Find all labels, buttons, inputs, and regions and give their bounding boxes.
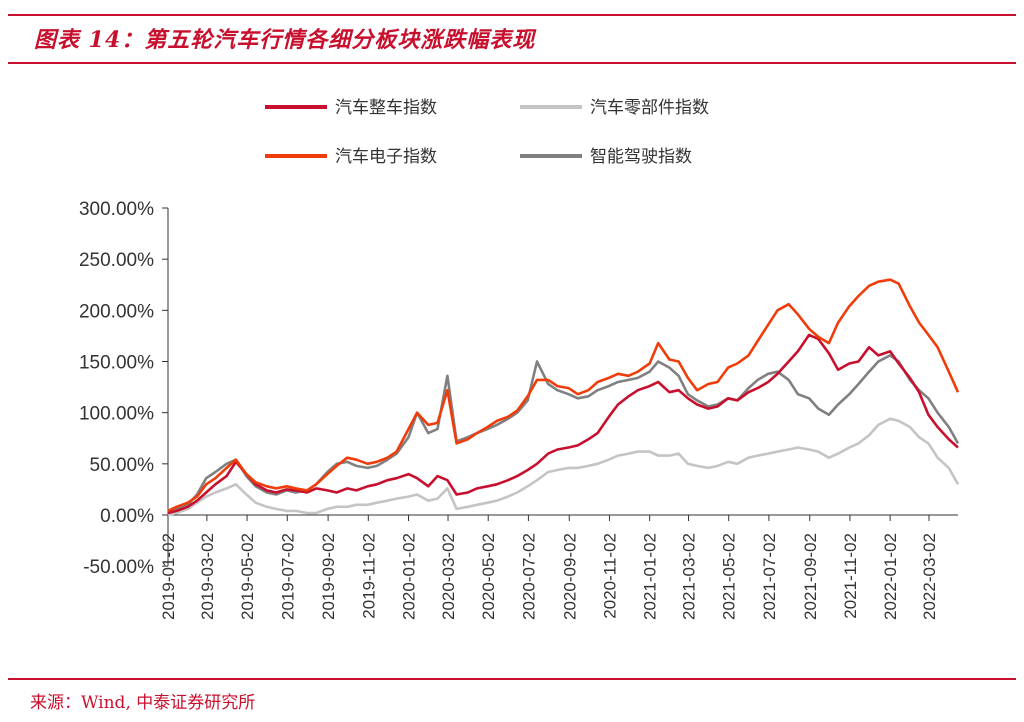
- y-tick-label: 250.00%: [79, 250, 154, 271]
- x-tick-label: 2021-07-02: [760, 533, 779, 620]
- x-tick-label: 2021-05-02: [720, 533, 739, 620]
- y-tick-label: 150.00%: [79, 353, 154, 374]
- title-rule: [8, 62, 1016, 64]
- y-tick-label: 300.00%: [79, 199, 154, 220]
- x-tick-label: 2019-11-02: [359, 533, 378, 619]
- x-tick-label: 2022-01-02: [881, 533, 900, 620]
- source-note: 来源：Wind, 中泰证券研究所: [30, 693, 256, 713]
- y-tick-label: 100.00%: [79, 404, 154, 425]
- chart-axes: -50.00% 0.00% 50.00% 100.00% 150.00% 200.00% 2…: [79, 199, 958, 620]
- y-tick-label: 50.00%: [90, 455, 155, 476]
- bottom-rule: [8, 678, 1016, 680]
- y-tick-label: 200.00%: [79, 301, 154, 322]
- x-tick-label: 2019-07-02: [278, 533, 297, 620]
- x-tick-label: 2020-11-02: [600, 533, 619, 619]
- chart-series: [167, 278, 960, 517]
- legend-label: 智能驾驶指数: [590, 147, 692, 167]
- x-tick-label: 2019-05-02: [238, 533, 257, 620]
- x-tick-label: 2020-07-02: [519, 533, 538, 620]
- legend-label: 汽车零部件指数: [590, 98, 709, 118]
- x-tick-label: 2021-09-02: [801, 533, 820, 620]
- x-tick-label: 2020-05-02: [479, 533, 498, 620]
- series-line-1: [167, 417, 960, 517]
- top-rule: [8, 14, 1016, 16]
- x-tick-label: 2019-09-02: [319, 533, 338, 620]
- x-tick-label: 2019-01-02: [159, 533, 178, 620]
- x-tick-label: 2019-03-02: [198, 533, 217, 620]
- x-tick-label: 2020-01-02: [399, 533, 418, 620]
- y-tick-label: -50.00%: [83, 557, 154, 578]
- x-tick-label: 2021-11-02: [841, 533, 860, 619]
- y-tick-label: 0.00%: [100, 506, 154, 527]
- legend-label: 汽车整车指数: [335, 98, 437, 118]
- x-tick-label: 2021-01-02: [641, 533, 660, 620]
- series-line-0: [167, 333, 959, 515]
- x-tick-label: 2020-09-02: [560, 533, 579, 620]
- series-line-2: [167, 278, 960, 513]
- x-tick-label: 2020-03-02: [439, 533, 458, 620]
- page-title: 图表 14：第五轮汽车行情各细分板块涨跌幅表现: [34, 27, 536, 53]
- legend-label: 汽车电子指数: [335, 147, 437, 167]
- series-line-3: [167, 354, 960, 514]
- x-tick-label: 2021-03-02: [680, 533, 699, 620]
- x-tick-label: 2022-03-02: [920, 533, 939, 620]
